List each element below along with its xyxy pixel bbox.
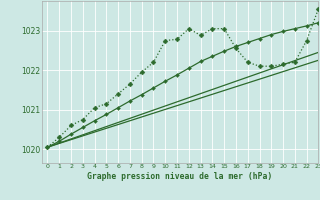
X-axis label: Graphe pression niveau de la mer (hPa): Graphe pression niveau de la mer (hPa) (87, 172, 273, 181)
